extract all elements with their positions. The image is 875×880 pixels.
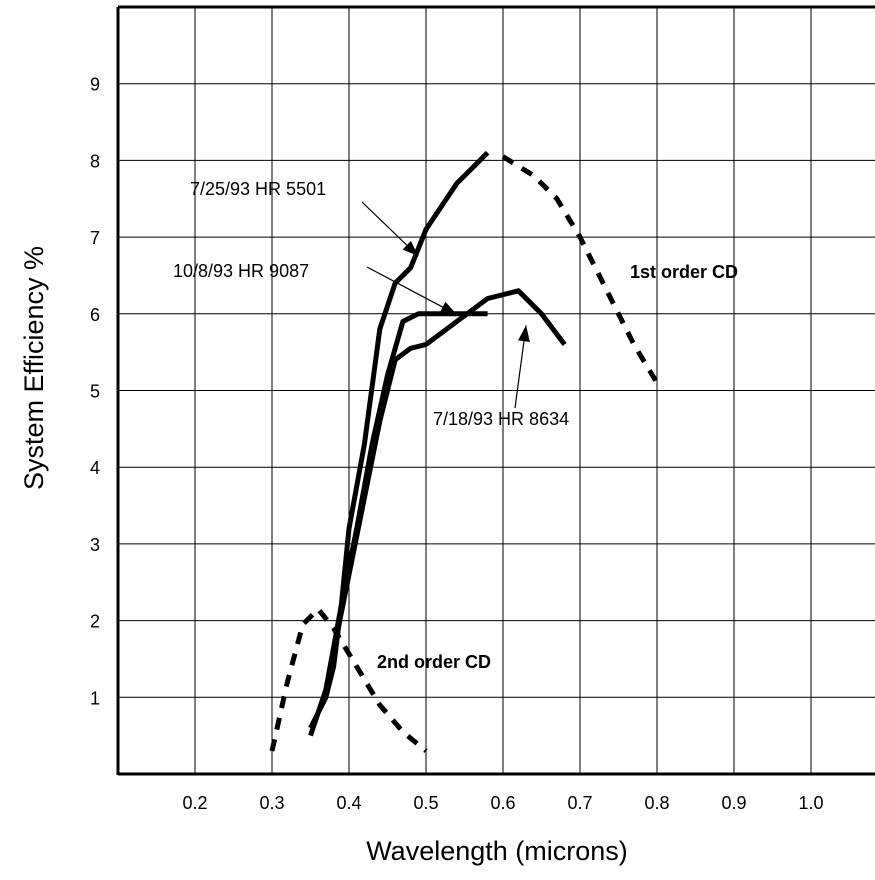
y-axis-title: System Efficiency % (19, 246, 49, 490)
x-tick-label: 0.9 (721, 793, 746, 813)
y-tick-labels: 1 2 3 4 5 6 7 8 9 (90, 75, 100, 709)
annotation-arrow-line (366, 266, 458, 316)
x-axis-title: Wavelength (microns) (366, 836, 628, 866)
x-tick-label: 0.8 (644, 793, 669, 813)
series-line-4 (501, 154, 660, 385)
x-tick-label: 0.5 (413, 793, 438, 813)
grid (118, 7, 875, 774)
annotation-hr5501: 7/25/93 HR 5501 (190, 179, 326, 199)
annotation-hr9087: 10/8/93 HR 9087 (173, 261, 309, 281)
series-line-5 (269, 606, 428, 753)
y-tick-label: 9 (90, 75, 100, 95)
x-tick-label: 1.0 (798, 793, 823, 813)
x-tick-label: 0.6 (490, 793, 515, 813)
annotation-hr8634: 7/18/93 HR 8634 (433, 409, 569, 429)
annotation-1st-order-cd: 1st order CD (630, 262, 738, 282)
y-tick-label: 2 (90, 612, 100, 632)
annotation-arrow-head (518, 325, 530, 342)
annotation-arrow-head (402, 240, 419, 257)
annotation-2nd-order-cd: 2nd order CD (377, 652, 491, 672)
y-tick-label: 4 (90, 458, 100, 478)
x-tick-labels: 0.2 0.3 0.4 0.5 0.6 0.7 0.8 0.9 1.0 (182, 793, 823, 813)
x-tick-label: 0.7 (567, 793, 592, 813)
y-tick-label: 8 (90, 151, 100, 171)
y-tick-label: 1 (90, 688, 100, 708)
x-tick-label: 0.3 (259, 793, 284, 813)
x-tick-label: 0.2 (182, 793, 207, 813)
series-group (269, 150, 660, 753)
annotation-arrow-head (439, 301, 457, 315)
annotation-arrows (361, 201, 530, 409)
x-tick-label: 0.4 (336, 793, 361, 813)
axes-frame (116, 5, 875, 776)
series-line-3 (331, 288, 567, 652)
y-tick-label: 7 (90, 228, 100, 248)
y-tick-label: 3 (90, 535, 100, 555)
y-tick-label: 6 (90, 305, 100, 325)
annotations: 7/25/93 HR 5501 10/8/93 HR 9087 7/18/93 … (173, 179, 738, 672)
y-tick-label: 5 (90, 382, 100, 402)
series-line-1 (308, 150, 490, 730)
